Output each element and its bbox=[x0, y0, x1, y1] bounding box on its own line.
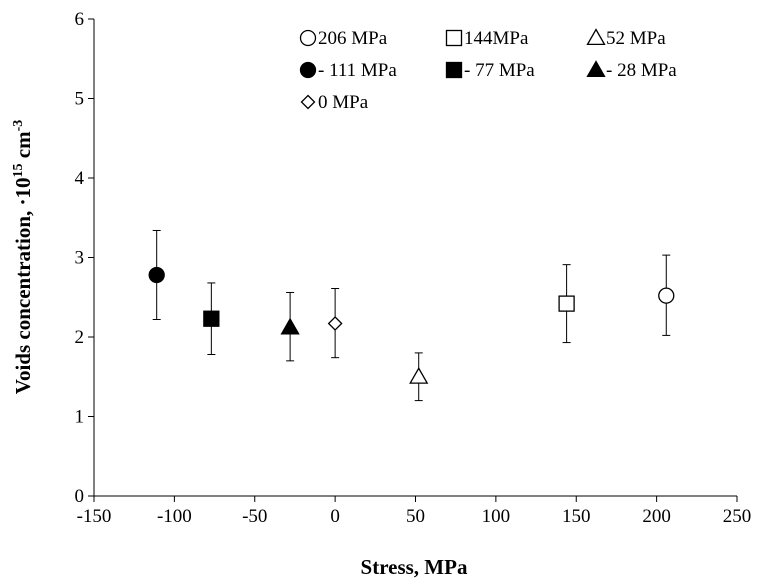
legend-marker bbox=[300, 94, 316, 110]
x-tick-label: 250 bbox=[723, 506, 752, 527]
legend-label: - 28 MPa bbox=[606, 60, 677, 81]
y-tick-label: 6 bbox=[75, 9, 85, 30]
y-axis-title-unit-exp: -3 bbox=[11, 120, 26, 132]
legend-marker bbox=[445, 29, 463, 47]
legend-marker bbox=[586, 28, 606, 46]
legend-marker bbox=[586, 60, 606, 78]
plot-area: 0 1 2 3 4 5 6 -150 -100 -50 0 50 100 150 200 250 bbox=[75, 9, 752, 527]
data-point bbox=[409, 366, 429, 384]
x-tick-label: 50 bbox=[406, 506, 425, 527]
data-point bbox=[148, 266, 165, 284]
x-tick-label: -150 bbox=[77, 506, 112, 527]
x-axis-title: Stress, MPa bbox=[361, 555, 468, 579]
y-tick-label: 4 bbox=[75, 168, 85, 189]
data-point bbox=[658, 287, 675, 304]
x-tick-label: 100 bbox=[482, 506, 511, 527]
x-tick-label: -100 bbox=[157, 506, 192, 527]
data-point-group bbox=[148, 229, 165, 321]
data-point-group bbox=[658, 254, 675, 336]
legend-label: 206 MPa bbox=[318, 28, 388, 49]
data-point bbox=[203, 310, 220, 327]
data-point-group bbox=[558, 264, 575, 344]
y-axis-title: Voids concentration, ·1015 cm-3 bbox=[11, 120, 35, 395]
x-tick-label: 0 bbox=[330, 506, 340, 527]
y-tick-label: 0 bbox=[75, 486, 85, 507]
legend-label: - 111 MPa bbox=[318, 60, 397, 81]
legend-label: 52 MPa bbox=[606, 28, 666, 49]
data-point bbox=[280, 317, 300, 335]
data-point bbox=[327, 316, 343, 331]
legend: 206 MPa 144MPa 52 MPa - 111 MPa - 77 MPa - 28… bbox=[299, 28, 677, 113]
data-point-group bbox=[203, 282, 220, 355]
data-point-group bbox=[280, 291, 300, 362]
legend-marker bbox=[299, 29, 317, 47]
x-tick-label: 150 bbox=[562, 506, 591, 527]
y-tick-label: 5 bbox=[75, 89, 85, 110]
y-tick-label: 2 bbox=[75, 327, 85, 348]
legend-label: 0 MPa bbox=[318, 92, 369, 113]
y-tick-label: 3 bbox=[75, 248, 85, 269]
legend-marker bbox=[299, 61, 317, 79]
y-tick-label: 1 bbox=[75, 407, 85, 428]
y-axis-title-exp: 15 bbox=[11, 163, 26, 177]
data-point-group bbox=[409, 352, 429, 402]
data-point bbox=[558, 295, 575, 312]
legend-label: - 77 MPa bbox=[464, 60, 535, 81]
legend-marker bbox=[445, 61, 463, 79]
x-tick-label: -50 bbox=[242, 506, 267, 527]
legend-label: 144MPa bbox=[464, 28, 529, 49]
x-tick-label: 200 bbox=[642, 506, 671, 527]
y-axis-title-main: Voids concentration, ·10 bbox=[11, 177, 35, 394]
y-axis-title-unit: cm bbox=[11, 131, 35, 164]
data-point-group bbox=[327, 288, 343, 359]
